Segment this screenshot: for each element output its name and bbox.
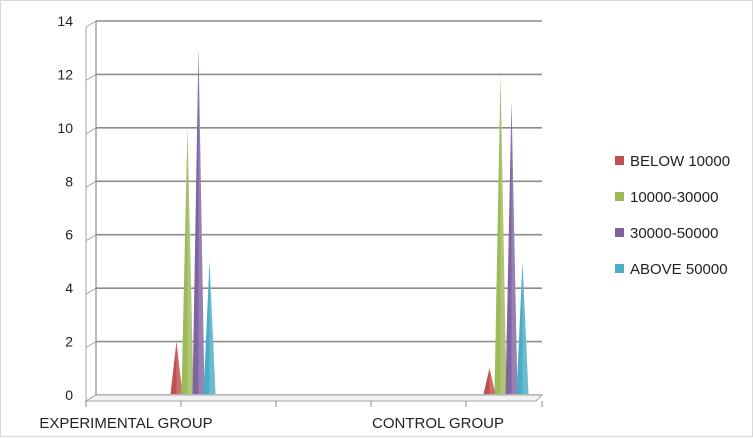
y-tick-label: 6 (65, 227, 73, 243)
bar-shading (187, 127, 194, 394)
legend-swatch (615, 264, 624, 273)
bar-shading (198, 47, 205, 394)
bar-10000-30000-1 (181, 127, 194, 394)
grid-lines (85, 20, 542, 402)
legend-swatch (615, 228, 624, 237)
y-tick-label: 8 (65, 173, 73, 189)
bar-below-10000-2 (483, 368, 496, 394)
legend-swatch (615, 156, 624, 165)
bar-shading (500, 74, 507, 394)
bar-above-50000-2 (516, 261, 529, 394)
gridline-depth (85, 287, 97, 295)
gridline-depth (85, 127, 97, 135)
legend-swatch (615, 192, 624, 201)
bar-30000-50000-1 (192, 47, 205, 394)
bar-shading (176, 341, 183, 394)
y-tick-label: 2 (65, 334, 73, 350)
gridline-depth (85, 20, 97, 28)
gridline-depth (85, 234, 97, 242)
legend: BELOW 10000 10000-30000 30000-50000 ABOVE 5… (615, 153, 730, 278)
y-tick-label: 4 (65, 280, 73, 296)
bar-shading (511, 101, 518, 395)
chart-marks (170, 47, 529, 395)
bar-30000-50000-2 (505, 101, 518, 395)
x-axis-category-labels: EXPERIMENTAL GROUP CONTROL GROUP (39, 415, 504, 432)
bar-10000-30000-2 (494, 74, 507, 394)
legend-label: 10000-30000 (630, 189, 718, 206)
legend-label: 30000-50000 (630, 225, 718, 242)
bar-below-10000-1 (170, 341, 183, 394)
y-tick-label: 0 (65, 387, 73, 403)
y-axis-tick-labels: 0 2 4 6 8 10 12 14 (57, 13, 73, 403)
legend-label: BELOW 10000 (630, 153, 730, 170)
gridline-depth (85, 341, 97, 349)
legend-label: ABOVE 50000 (630, 261, 728, 278)
gridline-depth (85, 180, 97, 188)
x-category-label: CONTROL GROUP (372, 415, 504, 432)
chart-floor (84, 394, 544, 402)
bar-shading (489, 368, 496, 394)
bar-shading (522, 261, 529, 394)
y-tick-label: 14 (57, 13, 73, 29)
axes (84, 21, 544, 407)
y-tick-label: 12 (57, 66, 73, 82)
x-category-label: EXPERIMENTAL GROUP (39, 415, 212, 432)
bar-above-50000-1 (203, 261, 216, 394)
y-tick-label: 10 (57, 120, 73, 136)
bar-shading (209, 261, 216, 394)
gridline-depth (85, 73, 97, 81)
